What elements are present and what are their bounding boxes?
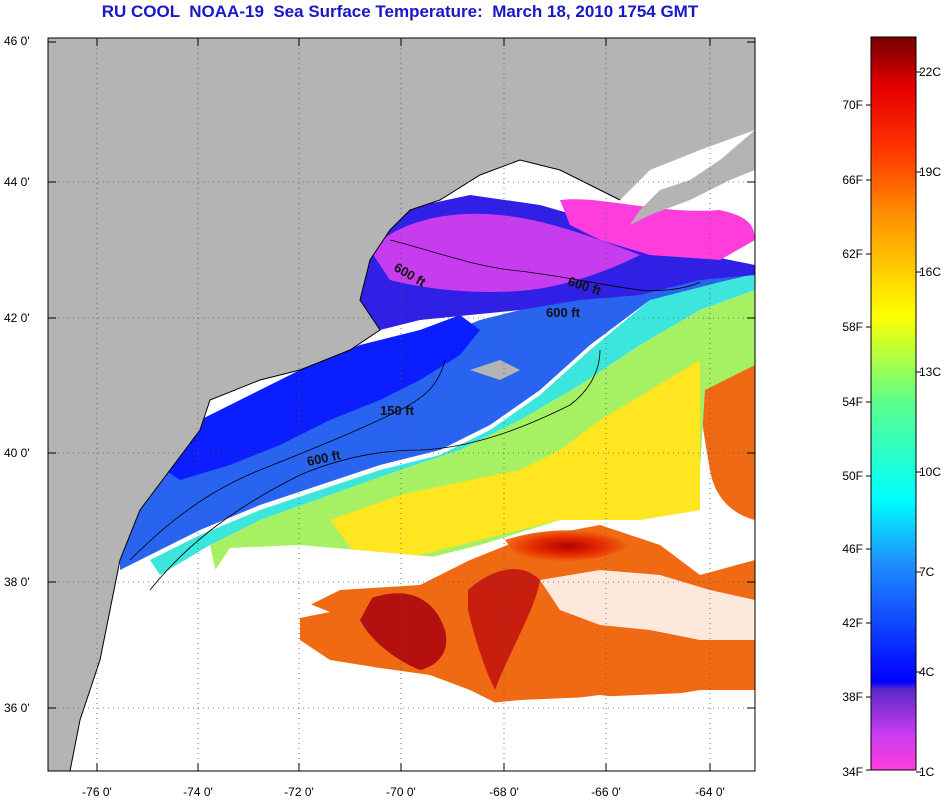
colorbar-label-c: 22C [919, 65, 941, 79]
colorbar-label-c: 19C [919, 165, 941, 179]
axis-ticks [48, 38, 755, 771]
colorbar-label-c: 1C [919, 765, 935, 779]
land-mass [48, 38, 755, 771]
colorbar-scale [870, 36, 917, 771]
lon-label: -74 0' [183, 785, 213, 799]
colorbar-label-c: 16C [919, 265, 941, 279]
colorbar-label-f: 42F [842, 616, 863, 630]
colorbar-label-f: 70F [842, 98, 863, 112]
lat-label: 40 0' [4, 446, 30, 460]
lat-label: 46 0' [4, 34, 30, 48]
land-mass [630, 130, 755, 225]
lon-label: -72 0' [284, 785, 314, 799]
lon-label: -66 0' [591, 785, 621, 799]
cloud-patch [540, 570, 755, 640]
colorbar-label-f: 46F [842, 542, 863, 556]
cold-shelf-water [150, 315, 480, 480]
lat-label: 42 0' [4, 311, 30, 325]
colorbar-label-f: 50F [842, 469, 863, 483]
colorbar-label-c: 10C [919, 465, 941, 479]
contour-label: 600 ft [546, 305, 581, 320]
shelf-water-region [120, 265, 750, 570]
warm-ocean-region [700, 365, 755, 520]
gulf-stream-core [468, 569, 540, 690]
lat-label: 38 0' [4, 575, 30, 589]
colorbar-label-f: 38F [842, 690, 863, 704]
land-mass [560, 45, 680, 105]
colorbar-label-f: 58F [842, 320, 863, 334]
map-title: RU COOL NOAA-19 Sea Surface Temperature:… [101, 2, 699, 21]
contour-600ft [389, 239, 701, 291]
colorbar-label-c: 7C [919, 565, 935, 579]
lon-label: -70 0' [386, 785, 416, 799]
cloud-patch [48, 690, 755, 771]
contour-150ft [129, 359, 446, 561]
colorbar-label-f: 66F [842, 173, 863, 187]
colorbar-label-c: 4C [919, 665, 935, 679]
warm-eddy [505, 530, 630, 562]
lat-label: 44 0' [4, 175, 30, 189]
contour-label: 150 ft [380, 403, 415, 418]
sst-field [48, 38, 755, 771]
graticule [48, 38, 755, 771]
cloud-patch [200, 545, 470, 592]
lon-label: -76 0' [82, 785, 112, 799]
yellow-water-region [330, 360, 700, 560]
lon-label: -64 0' [695, 785, 725, 799]
gulf-stream-core [360, 593, 447, 670]
lat-label: 36 0' [4, 701, 30, 715]
colorbar-label-f: 62F [842, 247, 863, 261]
contour-600ft [149, 349, 601, 591]
coldest-water-region [560, 199, 755, 260]
coastline [69, 159, 621, 771]
coldest-water-region [370, 213, 640, 292]
land-mass [470, 360, 520, 380]
colorbar-label-c: 13C [919, 365, 941, 379]
contour-label: 600 ft [306, 447, 343, 469]
lon-label: -68 0' [489, 785, 519, 799]
colorbar-ticks [866, 71, 921, 773]
cyan-water-region [150, 270, 755, 575]
cloud-patch [120, 600, 330, 630]
colorbar-label-f: 34F [842, 765, 863, 779]
colorbar: 70F 66F 62F 58F 54F 50F 46F 42F 38F 34F … [842, 36, 941, 779]
colorbar-label-f: 54F [842, 395, 863, 409]
